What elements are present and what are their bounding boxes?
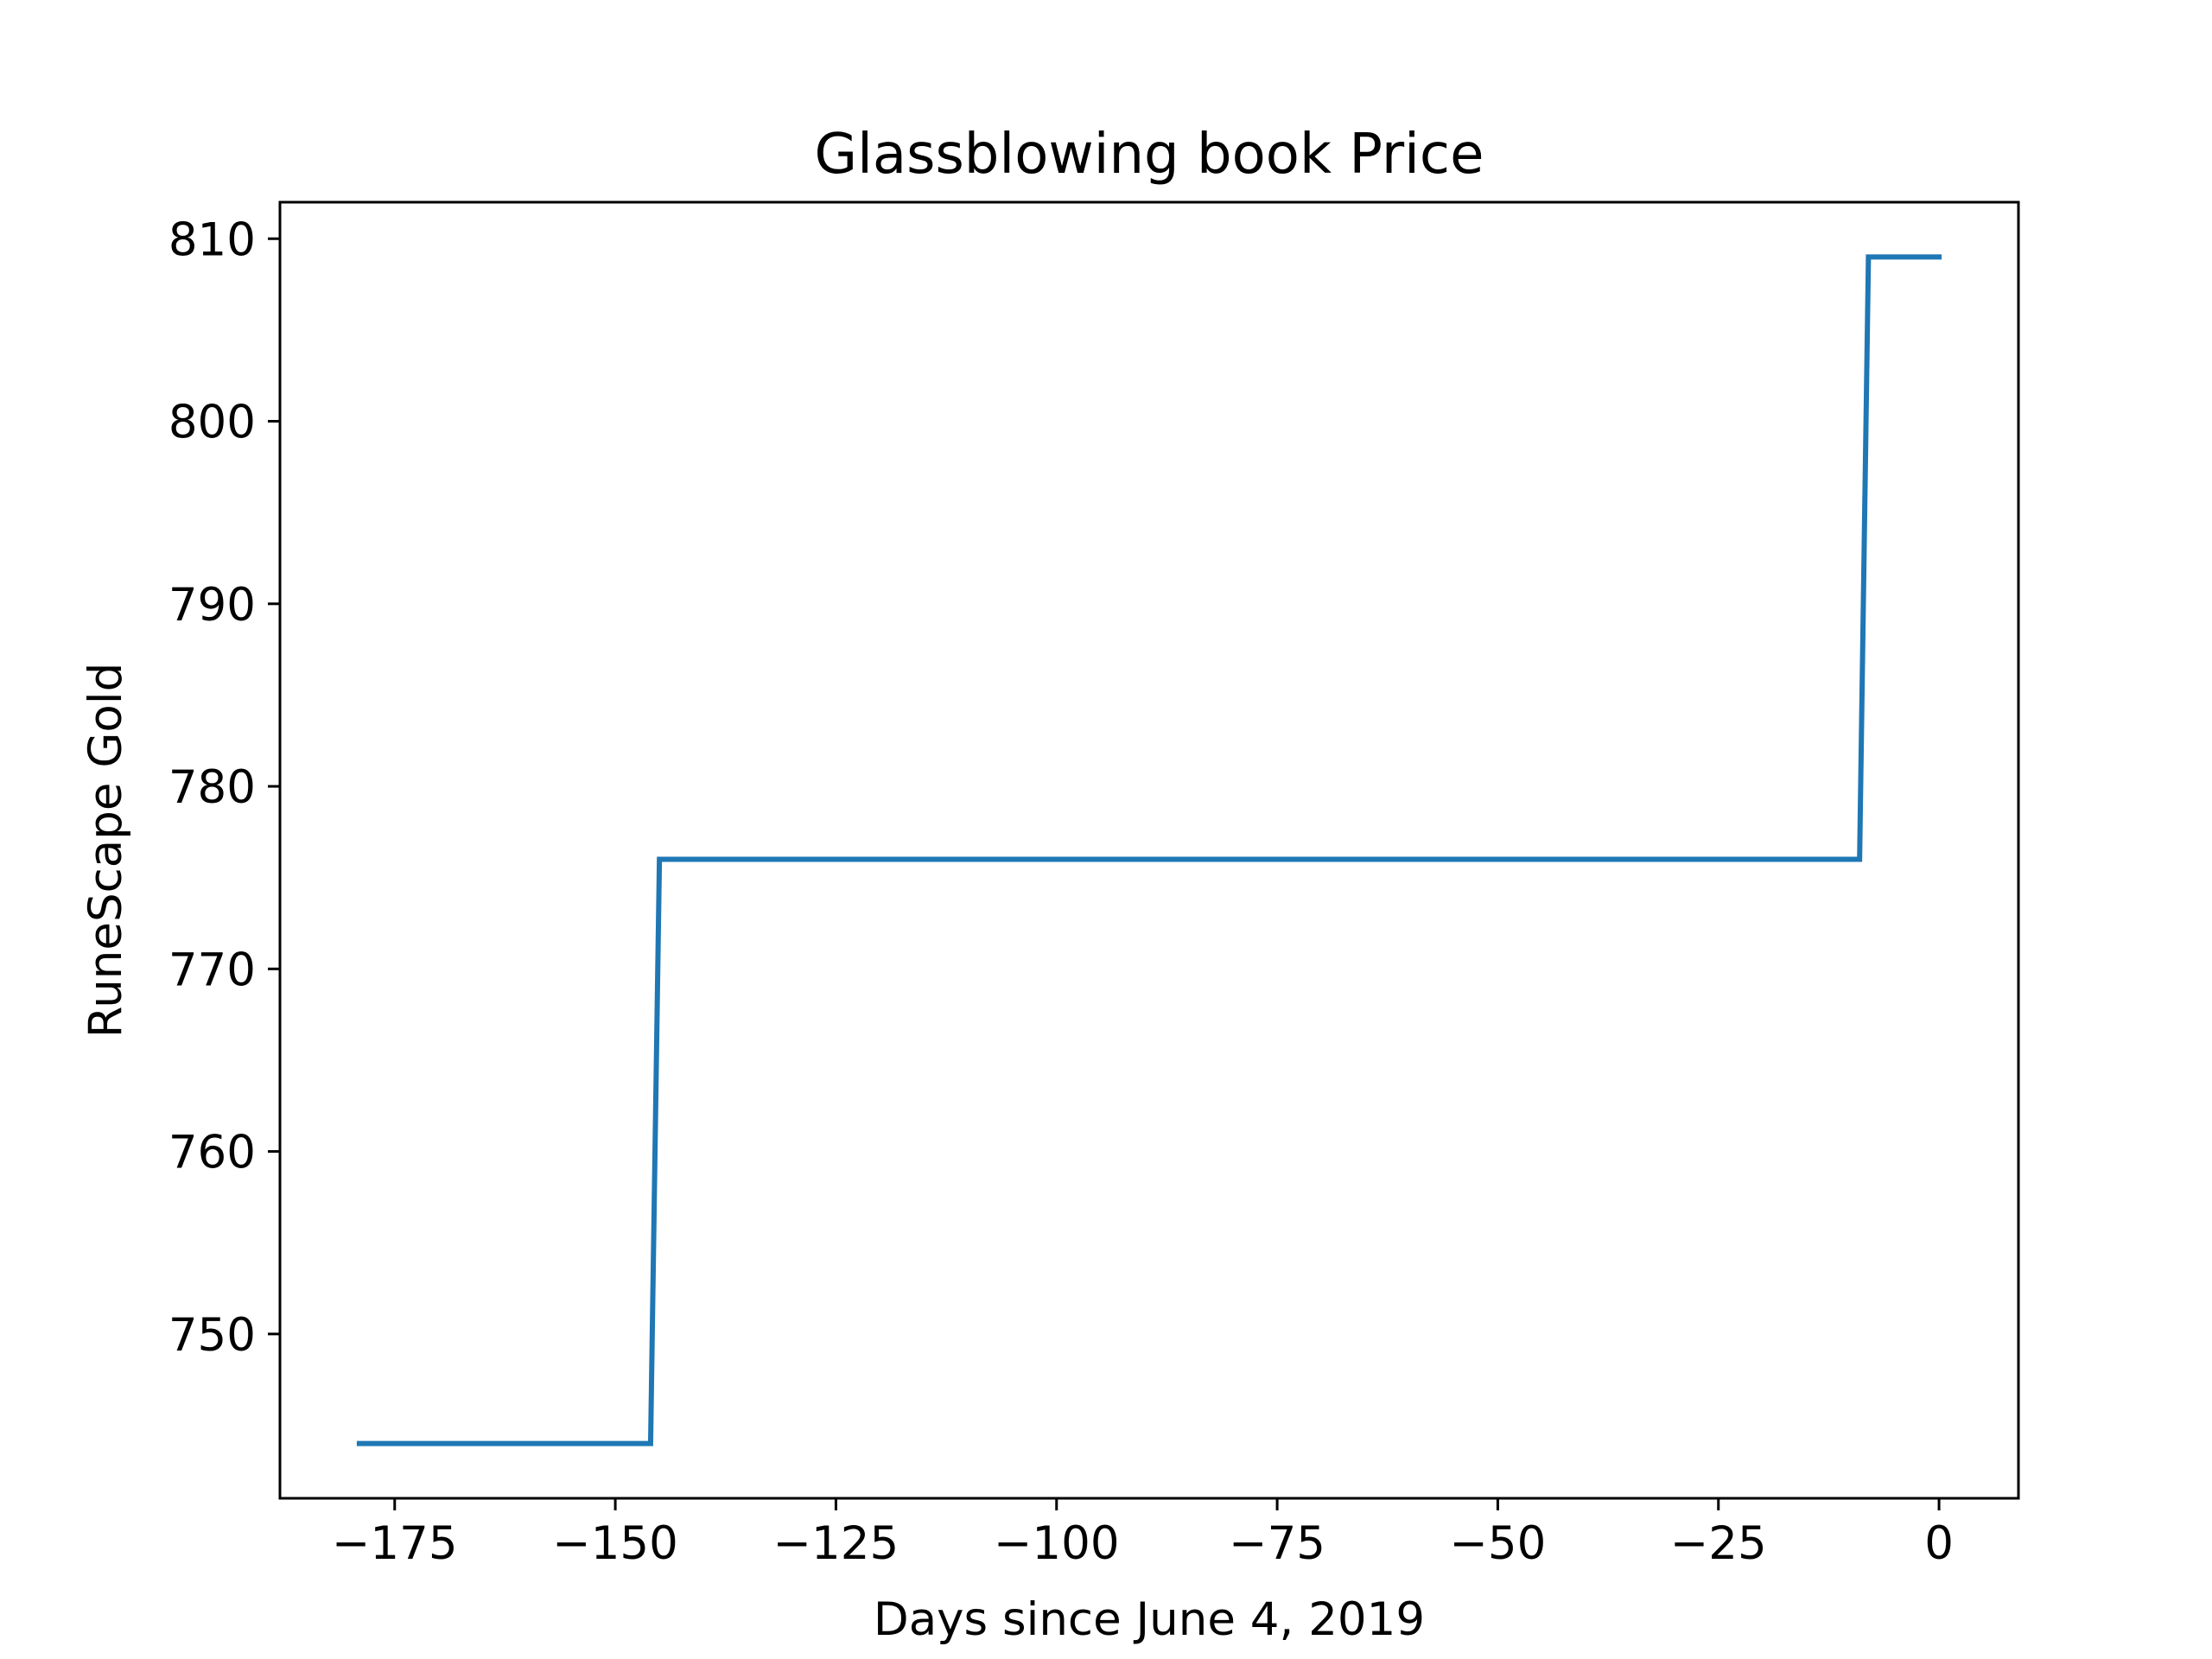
x-tick-label: −50 bbox=[1449, 1517, 1546, 1570]
y-tick-label: 780 bbox=[168, 761, 256, 814]
y-tick-label: 770 bbox=[168, 944, 256, 996]
x-axis-label: Days since June 4, 2019 bbox=[874, 1593, 1425, 1646]
y-tick-label: 800 bbox=[168, 397, 256, 449]
y-axis-label: RuneScape Gold bbox=[79, 663, 132, 1038]
y-tick-label: 750 bbox=[168, 1309, 256, 1362]
x-tick-label: −100 bbox=[994, 1517, 1120, 1570]
series-line-0 bbox=[356, 254, 1942, 1446]
x-tick-label: 0 bbox=[1924, 1517, 1954, 1570]
y-tick-label: 810 bbox=[168, 213, 256, 266]
x-tick-label: −175 bbox=[332, 1517, 458, 1570]
x-tick-label: −125 bbox=[773, 1517, 899, 1570]
y-tick-label: 790 bbox=[168, 579, 256, 632]
y-tick-label: 760 bbox=[168, 1127, 256, 1179]
chart-title: Glassblowing book Price bbox=[815, 123, 1484, 187]
x-tick-label: −150 bbox=[552, 1517, 678, 1570]
y-axis: 750 760 770 780 790 800 810 bbox=[168, 213, 280, 1362]
x-tick-label: −75 bbox=[1229, 1517, 1325, 1570]
x-tick-label: −25 bbox=[1670, 1517, 1767, 1570]
plot-area bbox=[356, 254, 1942, 1446]
x-axis: −175 −150 −125 −100 −75 −50 −25 0 bbox=[332, 1498, 1954, 1570]
axes-frame bbox=[278, 200, 2020, 1500]
